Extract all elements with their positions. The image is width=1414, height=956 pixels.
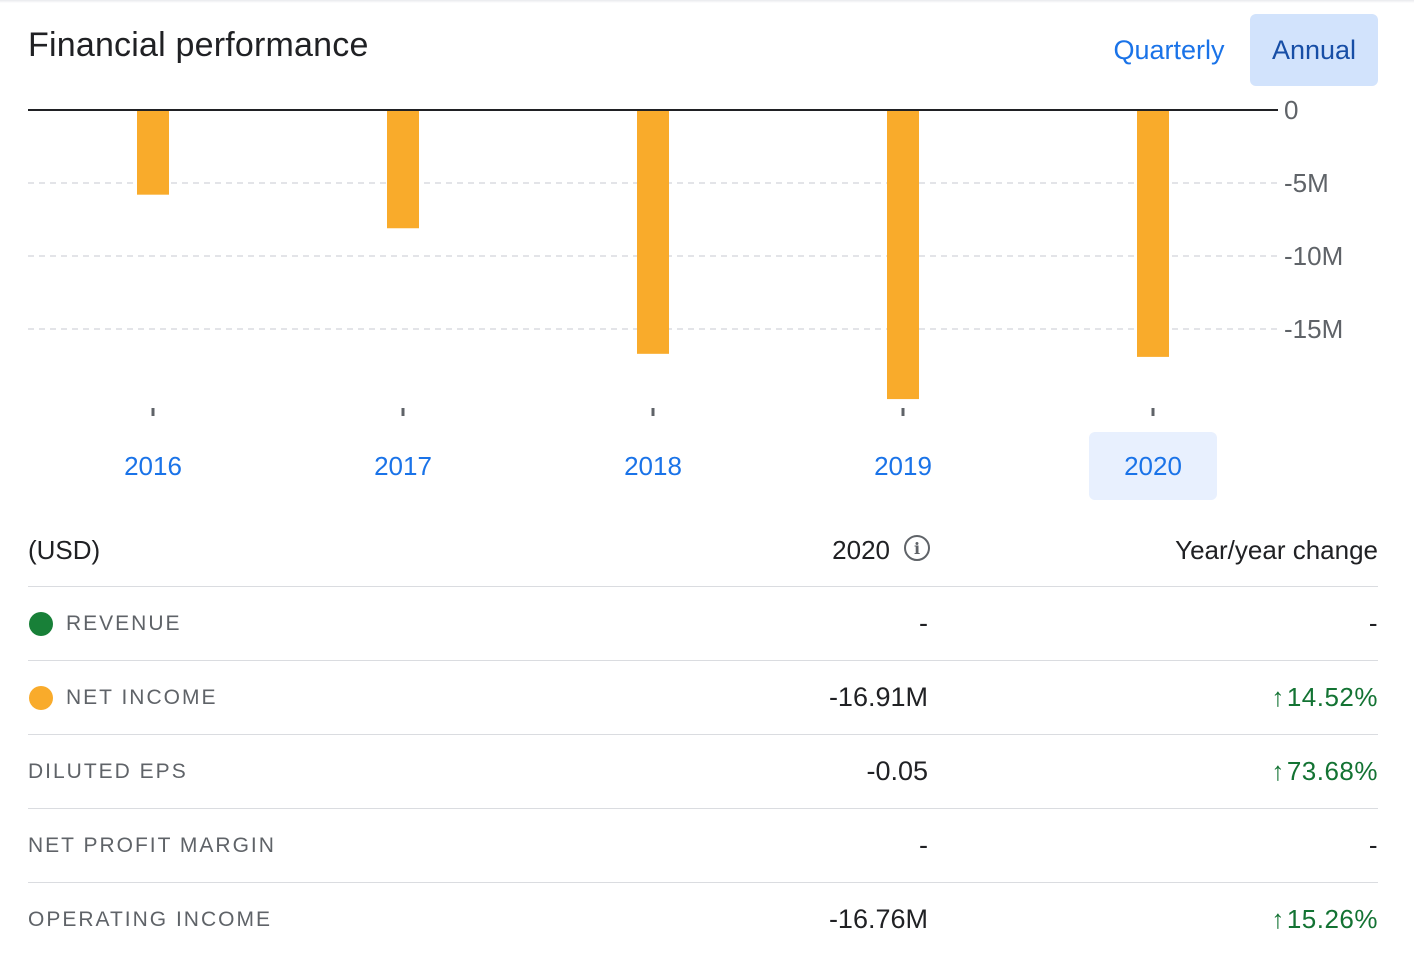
year-label-2017[interactable]: 2017 <box>374 450 432 481</box>
year-label-2018[interactable]: 2018 <box>624 450 682 481</box>
table-header: (USD) 2020 i Year/year change <box>28 514 1378 587</box>
currency-label: (USD) <box>28 534 101 565</box>
year-label-2020[interactable]: 2020 <box>1089 432 1217 500</box>
row-change: 73.68% <box>1286 756 1378 786</box>
row-value: -16.91M <box>828 682 928 712</box>
info-icon[interactable]: i <box>904 535 930 561</box>
revenue-legend-dot <box>29 611 53 636</box>
row-value: - <box>919 608 928 638</box>
row-value: -0.05 <box>866 756 928 786</box>
arrow-up-icon: ↑ <box>1271 904 1285 934</box>
page-title: Financial performance <box>28 26 369 64</box>
table-row-revenue[interactable]: REVENUE - - <box>28 587 1378 661</box>
y-tick-label: -5M <box>1284 168 1329 198</box>
bar-2017 <box>387 110 419 229</box>
change-header: Year/year change <box>1175 534 1378 565</box>
row-label: NET PROFIT MARGIN <box>28 833 276 857</box>
row-value: - <box>919 830 928 860</box>
row-change: 15.26% <box>1286 904 1378 934</box>
top-divider <box>0 0 1414 3</box>
table-row-diluted-eps: DILUTED EPS -0.05 ↑73.68% <box>28 735 1378 809</box>
row-label: REVENUE <box>66 611 182 635</box>
table-row-net-income[interactable]: NET INCOME -16.91M ↑14.52% <box>28 661 1378 735</box>
y-tick-label: -15M <box>1284 314 1343 344</box>
bar-2016 <box>137 110 169 195</box>
bar-2020 <box>1137 110 1169 357</box>
row-label: NET INCOME <box>66 685 218 709</box>
period-label: 2020 <box>832 534 890 565</box>
table-row-net-profit-margin: NET PROFIT MARGIN - - <box>28 809 1378 883</box>
net-income-bar-chart: 0 -5M -10M -15M <box>28 95 1343 416</box>
row-change: - <box>1368 608 1378 638</box>
quarterly-button[interactable]: Quarterly <box>1113 34 1225 65</box>
y-tick-label: -10M <box>1284 241 1343 271</box>
arrow-up-icon: ↑ <box>1271 682 1285 712</box>
annual-button[interactable]: Annual <box>1250 14 1378 86</box>
bar-2018 <box>637 110 669 354</box>
table-row-operating-income: OPERATING INCOME -16.76M ↑15.26% <box>28 883 1378 956</box>
row-label: DILUTED EPS <box>28 759 188 783</box>
row-label: OPERATING INCOME <box>28 907 272 931</box>
arrow-up-icon: ↑ <box>1271 756 1285 786</box>
financial-table: (USD) 2020 i Year/year change REVENUE - … <box>28 514 1378 956</box>
y-tick-label: 0 <box>1284 95 1298 125</box>
net-income-legend-dot <box>29 685 53 710</box>
bar-2019 <box>887 110 919 400</box>
row-change: 14.52% <box>1286 682 1378 712</box>
year-label-2016[interactable]: 2016 <box>124 450 182 481</box>
row-change: - <box>1368 830 1378 860</box>
year-label-2019[interactable]: 2019 <box>874 450 932 481</box>
row-value: -16.76M <box>828 904 928 934</box>
